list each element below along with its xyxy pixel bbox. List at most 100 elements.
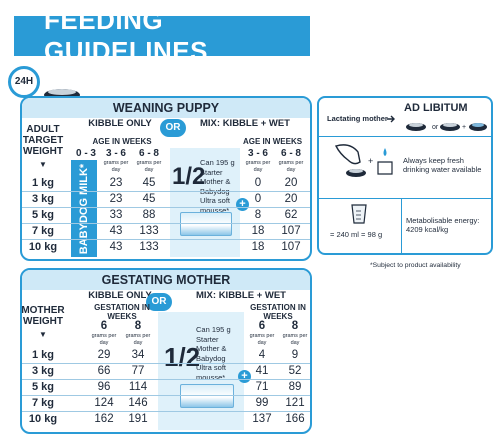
mix-head: MIX: KIBBLE + WET: [200, 118, 290, 129]
mix-6-8: 20: [284, 193, 298, 205]
energy-text: Metabolisable energy: 4209 kcal/kg: [406, 216, 480, 234]
kibble-week-8: 77: [131, 365, 145, 377]
measure-text: = 240 ml = 98 g: [330, 230, 383, 239]
babydog-label: BABYDOG MILK*: [78, 163, 91, 254]
chevron-down-icon: ▼: [39, 160, 47, 169]
kibble-only-head: KIBBLE ONLY: [88, 118, 152, 129]
dog-drinking-icon: +: [334, 144, 393, 177]
can-image: [180, 384, 234, 408]
clock-icon: 24H: [8, 66, 40, 98]
row-divider: [22, 191, 310, 192]
week-8: 8: [134, 320, 142, 332]
unit-label: grams per day: [103, 160, 129, 173]
svg-text:or: or: [432, 124, 439, 131]
panel-vdivider: [401, 198, 402, 253]
unit-label: grams per day: [249, 333, 275, 346]
mix-3-6: 18: [251, 225, 265, 237]
svg-text:+: +: [368, 156, 373, 166]
mix-week-6: 137: [252, 413, 272, 425]
week-mix-8: 8: [291, 320, 299, 332]
kibble-week-8: 34: [131, 349, 145, 361]
mix-3-6: 18: [251, 241, 265, 253]
page-title: FEEDING GUIDELINES: [44, 5, 208, 66]
age-0-3: 0 - 3: [75, 148, 96, 159]
mix-head: MIX: KIBBLE + WET: [196, 290, 286, 301]
kibble-only-head: KIBBLE ONLY: [88, 290, 152, 301]
kibble-6-8: 88: [142, 209, 156, 221]
mix-week-8: 89: [288, 381, 302, 393]
weight-row: 10 kg: [28, 241, 58, 253]
kibble-6-8: 45: [142, 177, 156, 189]
mix-week-6: 4: [258, 349, 266, 361]
weight-row: 10 kg: [28, 413, 58, 425]
kibble-3-6: 43: [109, 241, 123, 253]
weight-row: 1 kg: [31, 349, 54, 361]
kibble-week-6: 29: [97, 349, 111, 361]
babydog-milk-band: BABYDOG MILK*: [71, 160, 97, 257]
age-in-weeks: AGE IN WEEKS: [92, 137, 152, 146]
lactating-label: Lactating mother: [327, 114, 388, 123]
title-banner: FEEDING GUIDELINES: [14, 5, 310, 66]
gestation-in-weeks: GESTATION IN WEEKS: [94, 303, 150, 321]
row-divider: [22, 207, 310, 208]
arrow-right-icon: [387, 115, 395, 123]
mix-3-6: 0: [254, 193, 262, 205]
mix-6-8: 62: [284, 209, 298, 221]
row-divider: [22, 223, 310, 224]
age-in-weeks-mix: AGE IN WEEKS: [242, 137, 303, 146]
mix-6-8: 107: [281, 225, 301, 237]
gestation-in-weeks-mix: GESTATION IN WEEKS: [250, 303, 306, 321]
unit-label: grams per day: [136, 160, 162, 173]
week-mix-6: 6: [258, 320, 266, 332]
row-divider: [22, 363, 310, 364]
can-image: [180, 212, 232, 236]
kibble-week-6: 96: [97, 381, 111, 393]
gestating-title: GESTATING MOTHER: [22, 270, 310, 290]
mix-6-8: 107: [281, 241, 301, 253]
mix-week-6: 41: [255, 365, 269, 377]
mother-weight-label: MOTHER WEIGHT: [21, 305, 65, 327]
kibble-week-6: 124: [94, 397, 114, 409]
gestating-panel: GESTATING MOTHER: [20, 268, 312, 434]
age-mix-3-6: 3 - 6: [247, 148, 268, 159]
row-divider: [22, 239, 310, 240]
ad-libitum: AD LIBITUM: [404, 102, 468, 114]
row-divider: [22, 379, 310, 380]
unit-label: grams per day: [245, 160, 271, 173]
weaning-title: WEANING PUPPY: [22, 98, 310, 118]
mix-week-6: 71: [255, 381, 269, 393]
panel-divider: [319, 136, 491, 137]
panel-divider: [319, 198, 491, 199]
weaning-mix-box: [170, 148, 240, 257]
mix-week-8: 9: [291, 349, 299, 361]
mix-3-6: 8: [254, 209, 262, 221]
or-pill: OR: [146, 293, 172, 311]
weight-row: 3 kg: [31, 193, 54, 205]
kibble-3-6: 23: [109, 193, 123, 205]
kibble-6-8: 45: [142, 193, 156, 205]
weight-row: 7 kg: [31, 397, 54, 409]
unit-label: grams per day: [91, 333, 117, 346]
mix-week-8: 166: [285, 413, 305, 425]
kibble-3-6: 43: [109, 225, 123, 237]
gestating-mix-box: [158, 312, 244, 430]
weight-row: 1 kg: [31, 177, 54, 189]
age-6-8: 6 - 8: [138, 148, 159, 159]
bowl-icon: or +: [406, 123, 487, 131]
kibble-week-6: 162: [94, 413, 114, 425]
or-pill: OR: [160, 119, 186, 137]
mix-week-8: 52: [288, 365, 302, 377]
weight-row: 5 kg: [31, 381, 54, 393]
can-text: Can 195 g Starter Mother & Babydog Ultra…: [196, 325, 231, 382]
age-3-6: 3 - 6: [105, 148, 126, 159]
clock-label: 24H: [14, 76, 34, 87]
unit-label: grams per day: [278, 160, 304, 173]
unit-label: grams per day: [282, 333, 308, 346]
kibble-3-6: 33: [109, 209, 123, 221]
unit-label: grams per day: [125, 333, 151, 346]
weaning-panel: WEANING PUPPY: [20, 96, 312, 261]
week-6: 6: [100, 320, 108, 332]
mix-week-8: 121: [285, 397, 305, 409]
kibble-6-8: 133: [139, 225, 159, 237]
kibble-week-8: 191: [128, 413, 148, 425]
